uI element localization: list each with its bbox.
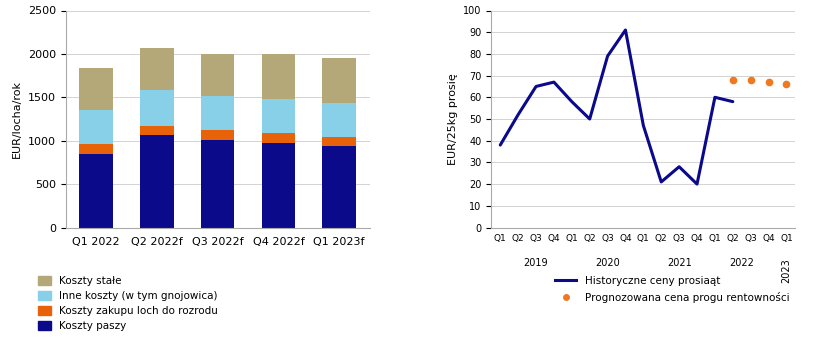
Y-axis label: EUR/locha/rok: EUR/locha/rok — [12, 80, 22, 158]
Legend: Historyczne ceny prosiaąt, Prognozowana cena progu rentowności: Historyczne ceny prosiaąt, Prognozowana … — [550, 272, 793, 307]
Bar — [322, 103, 355, 137]
Bar — [322, 137, 355, 146]
Bar — [140, 135, 174, 228]
Bar — [79, 110, 113, 144]
Bar — [261, 143, 295, 228]
Bar — [79, 154, 113, 228]
Legend: Koszty stałe, Inne koszty (w tym gnojowica), Koszty zakupu loch do rozrodu, Kosz: Koszty stałe, Inne koszty (w tym gnojowi… — [34, 272, 222, 335]
Bar — [322, 58, 355, 103]
Bar — [79, 68, 113, 110]
Text: 2019: 2019 — [523, 258, 548, 268]
Bar — [140, 126, 174, 135]
Bar — [201, 54, 234, 97]
Bar — [79, 144, 113, 154]
Bar — [261, 99, 295, 133]
Bar — [201, 130, 234, 140]
Bar — [261, 54, 295, 99]
Text: 2020: 2020 — [595, 258, 619, 268]
Text: 2021: 2021 — [666, 258, 690, 268]
Bar — [322, 146, 355, 228]
Y-axis label: EUR/25kg prosię: EUR/25kg prosię — [447, 73, 457, 165]
Text: 2022: 2022 — [728, 258, 753, 268]
Bar — [201, 97, 234, 130]
Bar — [261, 133, 295, 143]
Bar — [140, 48, 174, 90]
Bar — [201, 140, 234, 228]
Text: 2023: 2023 — [781, 258, 790, 283]
Bar — [140, 90, 174, 126]
